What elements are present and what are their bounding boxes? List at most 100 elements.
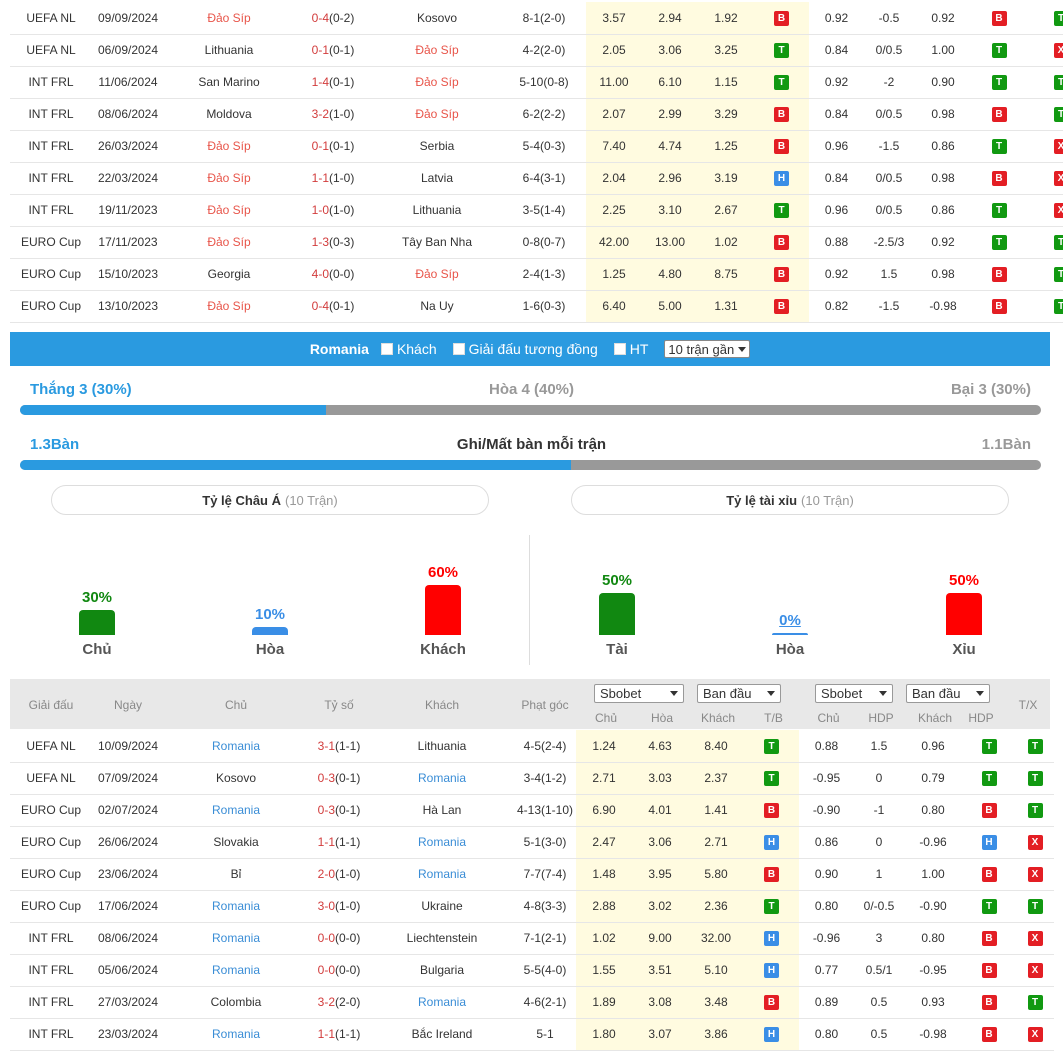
- away-team-cell-text[interactable]: Na Uy: [420, 299, 454, 313]
- away-team-cell[interactable]: Romania: [370, 826, 514, 859]
- away-checkbox[interactable]: [380, 343, 393, 355]
- home-team-cell-text[interactable]: Đảo Síp: [207, 299, 251, 313]
- odds-provider-select-2[interactable]: Sbobet: [815, 684, 893, 703]
- away-team-cell[interactable]: Lithuania: [370, 730, 514, 763]
- home-team-cell-text[interactable]: Bỉ: [230, 867, 242, 881]
- away-team-cell[interactable]: Romania: [370, 762, 514, 795]
- away-team-cell[interactable]: Bắc Ireland: [370, 1018, 514, 1051]
- home-team-cell[interactable]: Lithuania: [164, 34, 294, 67]
- home-team-cell-text[interactable]: San Marino: [198, 75, 260, 89]
- away-team-cell[interactable]: Na Uy: [372, 290, 502, 323]
- recent-matches-select[interactable]: 10 trận gần: [664, 340, 751, 358]
- home-team-cell-text[interactable]: Slovakia: [213, 835, 259, 849]
- away-team-cell[interactable]: Ukraine: [370, 890, 514, 923]
- odds-type-select-1[interactable]: Ban đầu: [697, 684, 781, 703]
- asian-pct-2: 60%: [427, 563, 459, 581]
- home-team-cell-text[interactable]: Đảo Síp: [207, 235, 251, 249]
- home-team-cell[interactable]: San Marino: [164, 66, 294, 99]
- away-team-cell-text[interactable]: Bulgaria: [419, 963, 465, 977]
- home-team-cell-text[interactable]: Moldova: [206, 107, 252, 121]
- corner-cell: 0-8(0-7): [502, 226, 586, 259]
- home-team-cell[interactable]: Đảo Síp: [164, 194, 294, 227]
- away-team-cell-text[interactable]: Tây Ban Nha: [401, 235, 473, 249]
- away-team-cell[interactable]: Kosovo: [372, 2, 502, 35]
- handicap-line-cell: 0/-0.5: [854, 890, 904, 923]
- home-team-cell-text[interactable]: Georgia: [207, 267, 251, 281]
- home-team-cell[interactable]: Đảo Síp: [164, 130, 294, 163]
- away-team-cell-text[interactable]: Đảo Síp: [415, 107, 459, 121]
- handicap-home-cell-text: -0.96: [812, 931, 841, 945]
- away-team-cell[interactable]: Đảo Síp: [372, 258, 502, 291]
- result-badge: T: [991, 235, 1007, 250]
- home-team-cell[interactable]: Georgia: [164, 258, 294, 291]
- away-team-cell[interactable]: Hà Lan: [370, 794, 514, 827]
- away-team-cell[interactable]: Đảo Síp: [372, 98, 502, 131]
- home-team-cell[interactable]: Slovakia: [164, 826, 308, 859]
- away-team-cell-text[interactable]: Romania: [417, 995, 467, 1009]
- filter-same-league-option[interactable]: Giải đấu tương đồng: [452, 341, 598, 357]
- away-team-cell-text[interactable]: Romania: [417, 867, 467, 881]
- away-team-cell-text[interactable]: Lithuania: [412, 203, 462, 217]
- away-team-cell[interactable]: Tây Ban Nha: [372, 226, 502, 259]
- away-team-cell-text[interactable]: Lithuania: [417, 738, 467, 753]
- away-team-cell-text[interactable]: Kosovo: [416, 10, 458, 25]
- home-team-cell-text[interactable]: Romania: [211, 963, 261, 977]
- home-team-cell-text[interactable]: Đảo Síp: [207, 10, 251, 25]
- away-team-cell[interactable]: Đảo Síp: [372, 66, 502, 99]
- filter-ht-option[interactable]: HT: [613, 341, 648, 357]
- odds-provider-select-1[interactable]: Sbobet: [594, 684, 684, 703]
- home-team-cell-text[interactable]: Romania: [211, 899, 261, 913]
- home-team-cell[interactable]: Bỉ: [164, 858, 308, 891]
- home-team-cell[interactable]: Đảo Síp: [164, 226, 294, 259]
- away-team-cell-text[interactable]: Romania: [417, 835, 467, 849]
- home-team-cell[interactable]: Colombia: [164, 986, 308, 1019]
- away-team-cell-text[interactable]: Serbia: [419, 139, 455, 153]
- home-team-cell-text[interactable]: Kosovo: [215, 771, 257, 785]
- away-team-cell-text[interactable]: Latvia: [420, 171, 454, 185]
- home-team-cell-text[interactable]: Romania: [211, 803, 261, 817]
- home-team-cell-text[interactable]: Colombia: [210, 995, 262, 1009]
- filter-away-option[interactable]: Khách: [380, 341, 437, 357]
- home-team-cell-text[interactable]: Đảo Síp: [207, 203, 251, 217]
- home-team-cell[interactable]: Romania: [164, 730, 308, 763]
- away-team-cell[interactable]: Đảo Síp: [372, 34, 502, 67]
- home-team-cell-text[interactable]: Romania: [211, 931, 261, 945]
- home-team-cell-text[interactable]: Đảo Síp: [207, 139, 251, 153]
- same-league-checkbox[interactable]: [452, 343, 465, 355]
- away-team-cell-text[interactable]: Đảo Síp: [415, 75, 459, 89]
- league-cell: INT FRL: [10, 922, 92, 955]
- away-team-cell[interactable]: Bulgaria: [370, 954, 514, 987]
- home-team-cell-text[interactable]: Romania: [211, 1027, 261, 1041]
- home-team-cell-text[interactable]: Romania: [211, 738, 261, 753]
- home-team-cell[interactable]: Đảo Síp: [164, 2, 294, 35]
- away-team-cell[interactable]: Romania: [370, 986, 514, 1019]
- away-team-cell[interactable]: Liechtenstein: [370, 922, 514, 955]
- odds-type-select-2[interactable]: Ban đầu: [906, 684, 990, 703]
- away-team-cell-text[interactable]: Ukraine: [421, 899, 463, 913]
- home-team-cell[interactable]: Kosovo: [164, 762, 308, 795]
- home-team-cell[interactable]: Romania: [164, 890, 308, 923]
- ht-checkbox[interactable]: [613, 343, 626, 355]
- away-team-cell-text[interactable]: Bắc Ireland: [411, 1027, 473, 1041]
- home-team-cell[interactable]: Romania: [164, 922, 308, 955]
- away-team-cell-text[interactable]: Đảo Síp: [415, 43, 459, 57]
- away-team-cell[interactable]: Latvia: [372, 162, 502, 195]
- home-team-cell-text[interactable]: Đảo Síp: [207, 171, 251, 185]
- home-team-cell[interactable]: Romania: [164, 954, 308, 987]
- away-team-cell[interactable]: Lithuania: [372, 194, 502, 227]
- away-team-cell[interactable]: Romania: [370, 858, 514, 891]
- asian-handicap-tab[interactable]: Tỷ lệ Châu Á (10 Trận): [51, 485, 489, 515]
- home-team-cell[interactable]: Romania: [164, 1018, 308, 1051]
- away-team-cell-text[interactable]: Romania: [417, 771, 467, 785]
- home-team-cell[interactable]: Đảo Síp: [164, 162, 294, 195]
- away-team-cell-text[interactable]: Hà Lan: [422, 803, 462, 817]
- result-badge-cell: B: [754, 2, 809, 35]
- home-team-cell[interactable]: Moldova: [164, 98, 294, 131]
- away-team-cell-text[interactable]: Đảo Síp: [415, 267, 459, 281]
- home-team-cell[interactable]: Romania: [164, 794, 308, 827]
- away-team-cell-text[interactable]: Liechtenstein: [406, 931, 478, 945]
- home-team-cell[interactable]: Đảo Síp: [164, 290, 294, 323]
- away-team-cell[interactable]: Serbia: [372, 130, 502, 163]
- home-team-cell-text[interactable]: Lithuania: [204, 43, 254, 57]
- over-under-tab[interactable]: Tỷ lệ tài xỉu (10 Trận): [571, 485, 1009, 515]
